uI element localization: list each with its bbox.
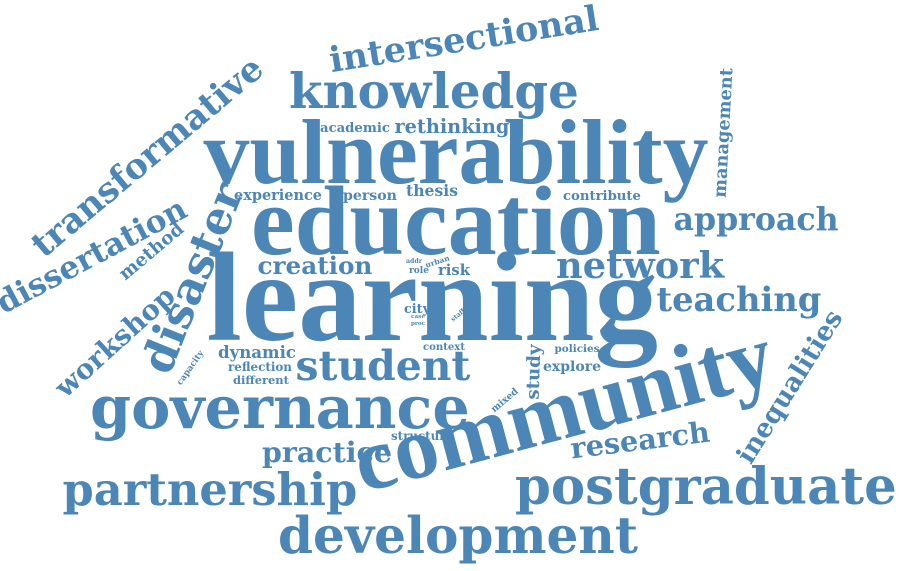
word-creation: creation: [257, 250, 373, 280]
word-transformative: transformative: [23, 47, 272, 266]
word-approach: approach: [673, 201, 839, 238]
word-experience: experience: [234, 187, 323, 204]
word-dissertation: dissertation: [0, 190, 193, 321]
word-case: case: [411, 314, 425, 320]
word-development: development: [278, 506, 639, 565]
word-structure: structure: [391, 429, 453, 443]
word-dynamic: dynamic: [218, 341, 297, 362]
word-practice: practice: [262, 435, 392, 469]
word-student: student: [295, 341, 471, 390]
word-thesis: thesis: [406, 181, 458, 200]
word-capacity: capacity: [175, 348, 207, 387]
word-method: method: [114, 218, 189, 285]
word-person: person: [343, 188, 397, 204]
word-context: context: [423, 342, 465, 353]
word-proc: proc: [411, 321, 425, 327]
word-rethinking: rethinking: [394, 114, 510, 138]
word-reflection: reflection: [228, 360, 292, 374]
word-workshop: workshop: [47, 279, 182, 405]
word-explore: explore: [543, 359, 601, 375]
word-intersectional: intersectional: [326, 0, 602, 81]
word-postgraduate: postgraduate: [515, 456, 897, 517]
word-addr: addr: [406, 258, 423, 265]
word-different: different: [233, 372, 289, 387]
word-study: study: [521, 344, 545, 400]
word-academic: academic: [320, 120, 390, 136]
word-staff: staff: [449, 306, 467, 324]
word-knowledge: knowledge: [289, 64, 579, 120]
word-partnership: partnership: [62, 462, 358, 516]
word-disaster: disaster: [130, 174, 255, 381]
word-role: role: [409, 265, 429, 276]
word-vulnerability: vulnerability: [203, 101, 709, 203]
word-contribute: contribute: [563, 188, 641, 204]
word-risk: risk: [438, 261, 470, 279]
word-city: city: [404, 301, 430, 317]
word-network: network: [556, 242, 725, 287]
word-urban: urban: [423, 253, 451, 270]
word-inequalities: inequalities: [729, 304, 849, 470]
word-policies: policies: [554, 343, 600, 355]
word-teaching: teaching: [656, 279, 822, 319]
word-mixed: mixed: [489, 386, 521, 416]
word-research: research: [568, 414, 712, 465]
word-community: community: [342, 305, 784, 512]
word-learning: learning: [206, 227, 658, 368]
word-education: education: [251, 167, 661, 276]
word-governance: governance: [90, 372, 470, 442]
word-management: management: [709, 67, 738, 199]
